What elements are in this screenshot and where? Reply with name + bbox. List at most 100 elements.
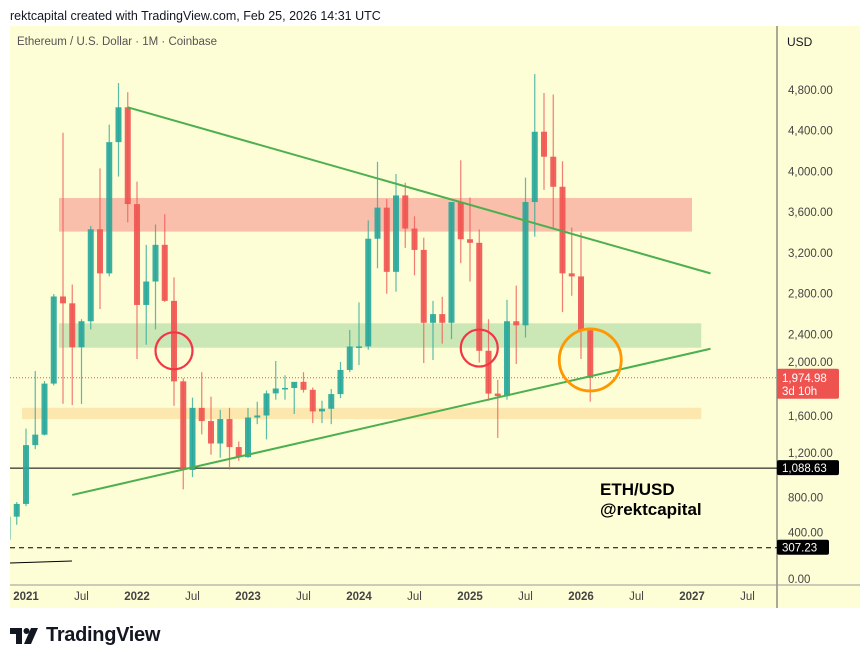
y-tick-label: 2,400.00	[788, 329, 833, 341]
candle-body	[309, 389, 316, 412]
x-tick-label: 2024	[346, 591, 372, 603]
candle-body	[124, 107, 131, 205]
candle-body	[522, 202, 529, 326]
x-tick-label: Jul	[740, 591, 755, 603]
x-tick-label: 2027	[679, 591, 705, 603]
candle-body	[208, 421, 214, 444]
y-tick-label: 2,800.00	[788, 289, 833, 301]
tradingview-logo[interactable]: TradingView	[10, 624, 160, 647]
candle-body	[50, 296, 57, 384]
candle-body	[41, 383, 48, 435]
candle-body	[541, 131, 547, 157]
x-tick-label: 2025	[457, 591, 483, 603]
candle-body	[10, 516, 11, 540]
candle-body	[550, 156, 557, 187]
candle-body	[32, 434, 39, 446]
y-tick-label: 800.00	[788, 492, 823, 504]
x-tick-label: Jul	[518, 591, 533, 603]
chart-caption: rektcapital created with TradingView.com…	[10, 9, 381, 23]
candle-body	[171, 300, 177, 382]
x-tick-label: 2022	[124, 591, 150, 603]
x-tick-label: 2023	[235, 591, 261, 603]
y-tick-label: 3,200.00	[788, 248, 833, 260]
candle-body	[152, 244, 159, 282]
candle-body	[457, 202, 464, 240]
candle-body	[161, 244, 168, 301]
candle-body	[300, 381, 307, 390]
red-circle-1	[154, 331, 194, 371]
candle-body	[272, 388, 279, 394]
candle-body	[328, 394, 335, 409]
currency-label[interactable]: USD	[787, 35, 813, 49]
x-tick-label: Jul	[629, 591, 644, 603]
candle-body	[494, 393, 501, 397]
candle-body	[578, 276, 584, 331]
candle-body	[383, 207, 390, 272]
candle-body	[235, 447, 242, 458]
candle-body	[13, 503, 20, 517]
y-tick-label: 3,600.00	[788, 207, 833, 219]
candle-body	[531, 131, 538, 203]
candle-body	[69, 303, 76, 348]
candle-body	[106, 142, 113, 274]
x-tick-label: 2021	[13, 591, 39, 603]
drawing-line	[10, 560, 73, 564]
y-tick-label: 1,600.00	[788, 411, 833, 423]
candles	[10, 74, 594, 540]
y-tick-label: 0.00	[788, 574, 810, 586]
price-label-level-307: 307.23	[782, 543, 817, 555]
candle-body	[198, 407, 205, 422]
watermark-author: @rektcapital	[600, 500, 702, 519]
candle-body	[245, 417, 251, 458]
x-tick-label: Jul	[296, 591, 311, 603]
candle-body	[346, 346, 353, 370]
candle-body	[448, 202, 455, 323]
candle-body	[23, 445, 29, 504]
y-tick-label: 4,400.00	[788, 126, 833, 138]
candle-body	[430, 314, 436, 323]
candle-body	[374, 207, 381, 239]
candle-body	[60, 296, 66, 304]
candle-body	[420, 249, 427, 323]
plot-layer	[10, 74, 777, 564]
price-label-level-1088: 1,088.63	[782, 463, 827, 475]
y-tick-label: 1,200.00	[788, 448, 833, 460]
candle-body	[97, 229, 103, 274]
watermark: ETH/USD @rektcapital	[600, 480, 702, 520]
last-price-tag	[777, 368, 839, 399]
candle-body	[476, 242, 483, 351]
candle-body	[411, 228, 418, 250]
candle-body	[282, 387, 288, 390]
plot-background	[10, 26, 777, 608]
x-tick-label: 2026	[568, 591, 594, 603]
x-tick-label: Jul	[407, 591, 422, 603]
candle-body	[504, 321, 510, 397]
x-tick-label: Jul	[185, 591, 200, 603]
candle-body	[467, 239, 473, 243]
candle-body	[568, 273, 575, 277]
candle-body	[559, 186, 566, 274]
watermark-pair: ETH/USD	[600, 480, 675, 499]
last-price-label: 1,974.98	[782, 373, 827, 385]
candle-body	[485, 350, 492, 394]
candle-body	[356, 346, 362, 348]
countdown-label: 3d 10h	[782, 386, 817, 398]
candle-body	[439, 314, 446, 323]
trendline-descending	[127, 106, 711, 275]
candle-body	[337, 369, 344, 395]
y-tick-label: 4,000.00	[788, 166, 833, 178]
candle-body	[217, 419, 224, 444]
price-axis-background	[777, 26, 860, 608]
candle-body	[393, 195, 399, 272]
symbol-title: Ethereum / U.S. Dollar · 1M · Coinbase	[17, 36, 218, 48]
candle-body	[587, 330, 594, 378]
tradingview-logo-text: TradingView	[46, 624, 161, 646]
candle-body	[402, 195, 409, 229]
candle-body	[291, 381, 298, 388]
zone-support	[59, 323, 702, 348]
price-tag-level-307	[777, 539, 829, 555]
y-tick-label: 2,000.00	[788, 357, 833, 369]
candle-body	[319, 408, 325, 412]
y-tick-label: 400.00	[788, 528, 823, 540]
